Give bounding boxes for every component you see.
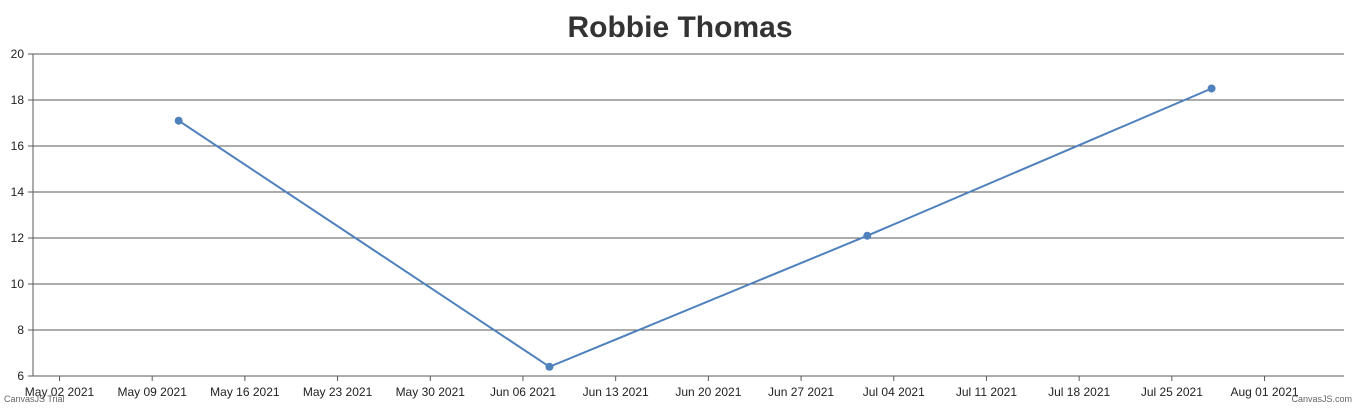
x-tick-label: Jun 20 2021	[675, 385, 741, 399]
y-tick-label: 12	[11, 231, 25, 245]
x-tick-label: Jun 13 2021	[583, 385, 649, 399]
data-point	[863, 231, 872, 240]
chart-title: Robbie Thomas	[567, 11, 792, 44]
y-tick-label: 10	[11, 277, 25, 291]
y-tick-label: 8	[17, 323, 24, 337]
x-tick-label: May 02 2021	[25, 385, 95, 399]
x-tick-label: Jun 27 2021	[768, 385, 834, 399]
y-tick-label: 20	[11, 47, 25, 61]
credit-right[interactable]: CanvasJS.com	[1291, 394, 1352, 404]
series-line	[178, 87, 1212, 368]
x-tick-label: May 16 2021	[210, 385, 280, 399]
x-tick-label: Jul 25 2021	[1141, 385, 1203, 399]
y-tick-label: 6	[17, 369, 24, 383]
series-layer	[174, 84, 1216, 371]
data-point	[174, 116, 183, 125]
y-tick-label: 18	[11, 93, 25, 107]
x-tick-label: Jun 06 2021	[490, 385, 556, 399]
data-point	[545, 362, 554, 371]
credit-left: CanvasJS Trial	[4, 394, 65, 404]
data-point	[1207, 84, 1216, 93]
x-tick-label: Jul 18 2021	[1048, 385, 1110, 399]
grid	[33, 53, 1344, 331]
x-tick-label: Jul 11 2021	[956, 385, 1017, 399]
y-tick-label: 16	[11, 139, 25, 153]
x-tick-label: May 09 2021	[117, 385, 187, 399]
x-tick-label: May 30 2021	[396, 385, 466, 399]
axes: 6 8 10 12 14 16 18 20 May 02 2021 May 09 2021 May …	[11, 47, 1344, 399]
y-tick-label: 14	[11, 185, 25, 199]
x-tick-label: Aug 01 2021	[1231, 385, 1299, 399]
x-tick-label: Jul 04 2021	[863, 385, 925, 399]
x-tick-label: May 23 2021	[303, 385, 373, 399]
